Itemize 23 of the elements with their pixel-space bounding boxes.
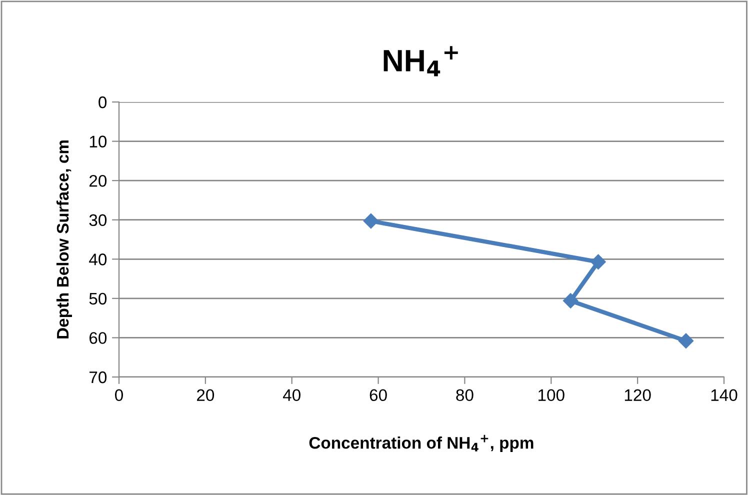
x-tick-label: 20 [197,389,214,402]
y-tick-label: 50 [89,292,107,305]
point [563,293,578,308]
x-tick-label: 60 [370,389,387,402]
x-tick-label: 100 [538,389,564,402]
y-tick-label: 30 [89,214,107,226]
x-tick-label: 80 [456,389,474,402]
y-tick-label: 70 [90,371,107,384]
y-tick-label: 10 [90,136,107,148]
y-axis-title: Depth Below Surface, cm [56,140,72,338]
point [363,213,379,229]
x-tick-label: 140 [711,389,738,402]
x-axis-title: Concentration of NH$_{4}$$^{+}$, ppm [309,434,534,452]
x-tick-label: 0 [115,389,123,402]
x-tick-label: 40 [282,389,300,402]
point [678,333,694,348]
y-tick-label: 0 [98,96,107,108]
x-tick-label: 120 [624,389,651,402]
y-tick-label: 40 [89,254,107,266]
chart-title: NH$_{4}$$^{+}$ [384,46,458,76]
y-tick-label: 60 [90,332,107,344]
y-tick-label: 20 [89,174,107,187]
point [590,254,606,270]
